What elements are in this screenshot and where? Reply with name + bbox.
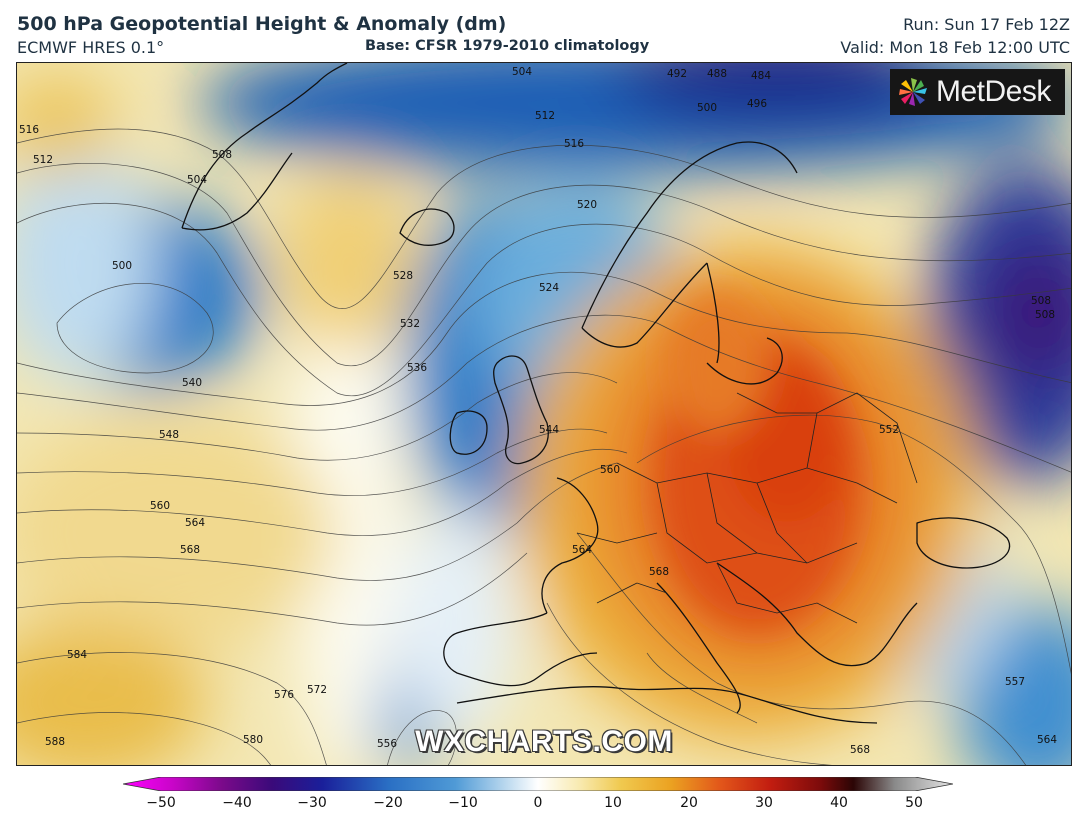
- chart-title: 500 hPa Geopotential Height & Anomaly (d…: [17, 13, 507, 35]
- colorbar-tick-label: −40: [222, 795, 252, 811]
- contour-label: 500: [697, 102, 717, 114]
- contour-label: 504: [187, 174, 207, 186]
- contour-label: 508: [1035, 309, 1055, 321]
- colorbar-tick-label: 30: [755, 795, 773, 811]
- contour-label: 568: [180, 544, 200, 556]
- contour-label: 532: [400, 318, 420, 330]
- valid-time-label: Valid: Mon 18 Feb 12:00 UTC: [840, 38, 1070, 57]
- anomaly-field: [17, 63, 1071, 765]
- contour-label: 504: [512, 66, 532, 78]
- colorbar-tick-label: −30: [297, 795, 327, 811]
- contour-label: 580: [243, 734, 263, 746]
- height-contours: [17, 128, 1071, 765]
- contour-label: 512: [535, 110, 555, 122]
- country-borders: [576, 392, 918, 624]
- anomaly-map: 484 488 492 496 500 500 504 504 508 508 …: [17, 63, 1071, 765]
- metdesk-logo: MetDesk: [890, 69, 1065, 115]
- contour-label: 516: [564, 138, 584, 150]
- contour-label: 552: [879, 424, 899, 436]
- contour-label: 520: [577, 199, 597, 211]
- contour-label: 548: [159, 429, 179, 441]
- contour-label: 512: [33, 154, 53, 166]
- contour-label: 500: [112, 260, 132, 272]
- contour-label: 508: [1031, 295, 1051, 307]
- colorbar: [122, 776, 954, 792]
- climatology-base-label: Base: CFSR 1979-2010 climatology: [365, 38, 650, 54]
- contour-label: 572: [307, 684, 327, 696]
- contour-label: 540: [182, 377, 202, 389]
- contour-label: 544: [539, 424, 559, 436]
- contour-label: 568: [850, 744, 870, 756]
- metdesk-pinwheel-icon: [899, 78, 927, 106]
- colorbar-tick-label: −10: [448, 795, 478, 811]
- colorbar-tick-label: 0: [533, 795, 543, 811]
- contour-label: 508: [212, 149, 232, 161]
- contour-label: 492: [667, 68, 687, 80]
- colorbar-tick-label: 10: [604, 795, 622, 811]
- contour-labels: 484 488 492 496 500 500 504 504 508 508 …: [19, 66, 1057, 756]
- contour-label: 564: [1037, 734, 1057, 746]
- map-panel: 484 488 492 496 500 500 504 504 508 508 …: [16, 62, 1072, 766]
- contour-label: 524: [539, 282, 559, 294]
- contour-label: 560: [150, 500, 170, 512]
- colorbar-tick-label: −50: [146, 795, 176, 811]
- contour-label: 576: [274, 689, 294, 701]
- contour-label: 496: [747, 98, 767, 110]
- coastlines: [181, 63, 1011, 724]
- contour-label: 516: [19, 124, 39, 136]
- colorbar-tick-label: 50: [905, 795, 923, 811]
- colorbar-ticks: −50 −40 −30 −20 −10 0 10 20 30 40 50: [0, 795, 1088, 815]
- contour-label: 557: [1005, 676, 1025, 688]
- wxcharts-watermark: WXCHARTS.COM: [415, 725, 673, 758]
- colorbar-tick-label: 40: [830, 795, 848, 811]
- contour-label: 536: [407, 362, 427, 374]
- run-time-label: Run: Sun 17 Feb 12Z: [903, 15, 1070, 34]
- contour-label: 584: [67, 649, 87, 661]
- contour-label: 560: [600, 464, 620, 476]
- contour-label: 564: [572, 544, 592, 556]
- colorbar-tick-label: −20: [373, 795, 403, 811]
- model-label: ECMWF HRES 0.1°: [17, 38, 165, 57]
- contour-label: 568: [649, 566, 669, 578]
- contour-label: 556: [377, 738, 397, 750]
- colorbar-tick-label: 20: [680, 795, 698, 811]
- contour-label: 564: [185, 517, 205, 529]
- contour-label: 484: [751, 70, 771, 82]
- metdesk-logo-text: MetDesk: [936, 75, 1051, 108]
- contour-label: 528: [393, 270, 413, 282]
- contour-label: 488: [707, 68, 727, 80]
- contour-label: 588: [45, 736, 65, 748]
